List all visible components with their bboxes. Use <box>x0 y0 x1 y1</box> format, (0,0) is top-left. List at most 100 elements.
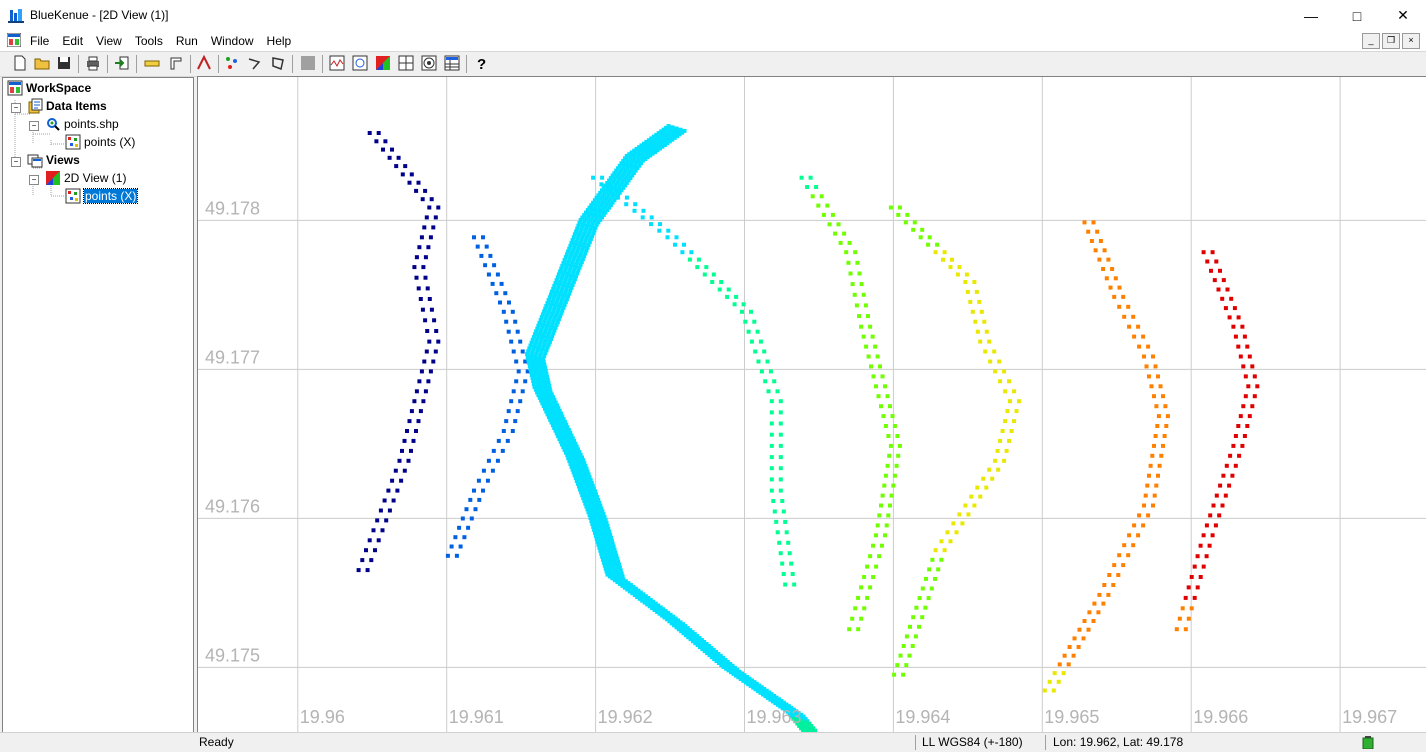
data-point <box>574 451 579 456</box>
tree-node-points-x[interactable]: points (X) <box>65 134 135 150</box>
data-point <box>935 242 940 247</box>
data-point <box>604 195 609 200</box>
data-point <box>570 450 575 455</box>
data-point <box>579 472 584 477</box>
data-point <box>1204 554 1209 559</box>
data-point <box>554 290 558 295</box>
maximize-icon[interactable]: □ <box>1352 7 1362 24</box>
menu-help[interactable]: Help <box>266 34 292 48</box>
tool-a-icon[interactable] <box>196 55 212 71</box>
data-point <box>526 349 531 354</box>
data-point <box>567 246 572 251</box>
data-point <box>1121 563 1126 568</box>
grid-view-icon[interactable] <box>352 55 368 71</box>
data-point <box>783 519 788 524</box>
view-3d-icon[interactable] <box>421 55 437 71</box>
menu-view[interactable]: View <box>96 34 122 48</box>
new-file-icon[interactable] <box>12 55 28 71</box>
data-point <box>423 389 428 394</box>
data-point <box>769 421 774 426</box>
open-folder-icon[interactable] <box>34 55 50 71</box>
tree-node-view-points-x[interactable]: points (X) <box>65 188 139 204</box>
data-point <box>595 515 600 520</box>
tree-node-data-items[interactable]: Data Items <box>27 98 107 114</box>
minimize-icon[interactable]: — <box>1304 7 1318 24</box>
polygon-tool-icon[interactable] <box>270 55 286 71</box>
data-point <box>414 255 419 260</box>
data-point <box>612 572 617 576</box>
data-point <box>582 231 587 236</box>
menu-file[interactable]: File <box>30 34 50 48</box>
collapse-data-items-icon[interactable]: − <box>11 103 21 113</box>
tree-node-2d-view[interactable]: 2D View (1) <box>45 170 126 186</box>
data-point <box>570 250 575 255</box>
data-point <box>485 478 490 483</box>
import-icon[interactable] <box>114 55 130 71</box>
data-point <box>547 307 552 312</box>
data-point <box>539 315 544 320</box>
data-point <box>580 465 585 470</box>
save-icon[interactable] <box>56 55 72 71</box>
data-point <box>537 375 542 380</box>
help-icon[interactable]: ? <box>473 55 489 71</box>
collapse-points-shp-icon[interactable]: − <box>29 121 39 131</box>
tree-node-workspace[interactable]: WorkSpace <box>7 80 91 96</box>
data-point <box>1161 394 1165 399</box>
colour-map-icon[interactable] <box>375 55 391 71</box>
data-point <box>1093 248 1098 253</box>
scatter-plot[interactable]: 19.96 19.961 19.962 19.963 19.964 19.965 19.96… <box>198 77 1426 733</box>
data-point <box>394 164 399 169</box>
tile-view-icon[interactable] <box>398 55 414 71</box>
menu-tools[interactable]: Tools <box>134 34 163 48</box>
data-point <box>799 726 804 731</box>
data-point <box>532 384 537 389</box>
close-icon[interactable]: ✕ <box>1397 7 1409 23</box>
print-icon[interactable] <box>85 55 101 71</box>
data-point <box>627 157 631 162</box>
menu-edit[interactable]: Edit <box>62 34 84 48</box>
tree-label-workspace: WorkSpace <box>26 81 92 95</box>
mdi-restore-icon[interactable]: ❐ <box>1382 33 1400 49</box>
data-point <box>1052 671 1057 676</box>
tree-node-points-shp[interactable]: points.shp <box>45 116 119 132</box>
mdi-minimize-icon[interactable]: _ <box>1362 33 1380 49</box>
data-point <box>926 596 931 601</box>
mdi-close-icon[interactable]: × <box>1402 33 1420 49</box>
ruler-icon[interactable] <box>144 55 160 71</box>
data-point <box>469 516 474 521</box>
data-point <box>574 468 579 473</box>
stop-icon[interactable] <box>300 55 316 71</box>
data-point <box>778 421 783 426</box>
data-point <box>414 275 419 280</box>
data-point <box>972 503 977 508</box>
data-point <box>579 250 584 255</box>
tree-node-views[interactable]: Views <box>27 152 80 168</box>
data-point <box>598 548 603 553</box>
time-series-icon[interactable] <box>329 55 345 71</box>
data-point <box>1227 315 1232 320</box>
data-point <box>1106 257 1111 262</box>
2d-view-canvas[interactable]: 19.96 19.961 19.962 19.963 19.964 19.965 19.96… <box>197 76 1426 733</box>
data-point <box>1077 627 1082 632</box>
line-tool-icon[interactable] <box>247 55 263 71</box>
data-point <box>427 297 432 301</box>
data-point <box>539 350 544 354</box>
points-tool-icon[interactable] <box>224 55 240 71</box>
probe-icon[interactable] <box>168 55 184 71</box>
data-point <box>1183 627 1188 632</box>
data-point <box>586 242 591 247</box>
data-point <box>586 233 591 238</box>
data-point <box>395 488 400 493</box>
data-point <box>545 398 550 403</box>
data-point <box>556 294 561 299</box>
collapse-2d-view-icon[interactable]: − <box>29 175 39 185</box>
data-point <box>594 512 599 517</box>
collapse-views-icon[interactable]: − <box>11 157 21 167</box>
menu-window[interactable]: Window <box>210 34 254 48</box>
data-point <box>927 567 932 572</box>
data-point <box>1097 257 1102 262</box>
data-point <box>869 364 873 369</box>
menu-run[interactable]: Run <box>175 34 198 48</box>
data-point <box>575 236 580 241</box>
table-view-icon[interactable] <box>444 55 460 71</box>
